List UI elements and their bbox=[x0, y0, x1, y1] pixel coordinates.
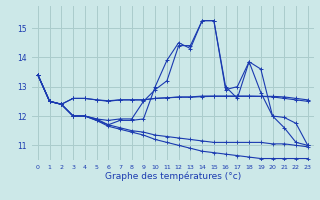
X-axis label: Graphe des températures (°c): Graphe des températures (°c) bbox=[105, 171, 241, 181]
